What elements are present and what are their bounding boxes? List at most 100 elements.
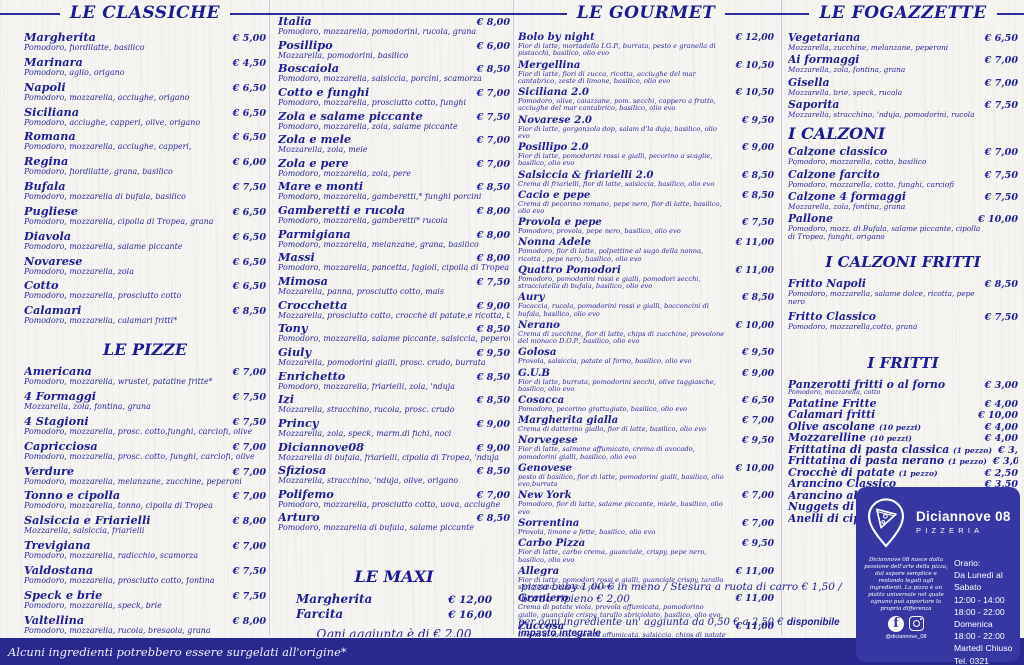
item-name: Diavola <box>24 228 72 243</box>
item-description: Pomodoro, mozzarella, acciughe, capperi, <box>24 143 192 152</box>
item-description: Pomodoro, mozzarella, cotto, basilico <box>788 157 927 167</box>
item-price: € 8,50 <box>232 306 266 318</box>
item-price: € 10,00 <box>977 214 1018 226</box>
item-price: € 8,50 <box>476 182 510 194</box>
item-price: € 7,00 <box>742 518 774 529</box>
menu-item: Fritto Classico € 7,50 Pomodoro, mozzare… <box>788 311 1018 331</box>
item-name: Zola e salame piccante <box>278 108 423 123</box>
item-name: Crocchetta <box>278 297 348 312</box>
item-price: € 4,00 <box>984 421 1018 433</box>
item-description: Fior di latte, mortadella I.G.P., burrat… <box>518 42 716 58</box>
item-quantity: (1 pezzo) <box>898 468 938 478</box>
item-name: Posillipo 2.0 <box>518 141 589 154</box>
menu-item: Panzerotti fritti o al forno € 3,00 Pomo… <box>788 379 1018 396</box>
item-name: Calzone classico <box>788 145 888 159</box>
facebook-icon: f <box>888 615 904 632</box>
item-name: Valtellina <box>24 612 85 627</box>
item-price: € 9,00 <box>742 142 774 154</box>
menu-item: Siciliana 2.0 € 10,50 Pomodoro, olive, c… <box>518 87 774 113</box>
item-name: Cotto <box>24 278 59 293</box>
item-price: € 11,00 <box>735 593 774 605</box>
menu-item: Cacio e pepe € 8,50 Crema di pecorino ro… <box>518 189 774 216</box>
item-description: Fior di latte, salmone affumicato, crema… <box>518 445 695 461</box>
menu-item: Mare e monti € 8,50 Pomodoro, mozzarella… <box>278 181 510 202</box>
item-name: Enrichetto <box>278 368 346 383</box>
item-price: € 6,50 <box>984 33 1018 44</box>
menu-item: Vegetariana € 6,50 Mozzarella, zucchine,… <box>788 32 1018 52</box>
menu-item: Calzone 4 formaggi € 7,50 Mozzarella, zo… <box>788 191 1018 211</box>
menu-item: Izi € 8,50 Mozzarella, stracchino, rucol… <box>278 394 510 415</box>
item-price: € 7,50 <box>476 111 510 123</box>
item-price: € 7,50 <box>232 416 266 428</box>
menu-item: Italia € 8,00 Pomodoro, mozzarella, pomo… <box>278 15 510 37</box>
hours-line: Da Lunedì al Sabato <box>954 570 1003 593</box>
item-name: Speck e brie <box>24 587 103 602</box>
menu-item: Cotto e funghi € 7,00 Pomodoro, mozzarel… <box>278 86 510 108</box>
item-name: Frittatina di pasta nerano (1 pezzo) <box>788 454 987 468</box>
item-description: Pomodoro, mozzarella, salsiccia, porcini… <box>278 75 482 84</box>
menu-item: Pallone € 10,00 Pomodoro, mozz. di Bufal… <box>788 213 1018 240</box>
item-description: Pomodoro, mozzarella, prosc. cotto,fungh… <box>24 427 253 436</box>
menu-item: Gisella € 7,00 Mozzarella, brie, speck, … <box>788 76 1018 97</box>
item-name: Calamari fritti <box>788 408 876 422</box>
menu-item: Cotto € 6,50 Pomodoro, mozzarella, prosc… <box>24 280 266 301</box>
section-title-gourmet: LE GOURMET <box>566 3 726 23</box>
menu-item: Crocchè di patate (1 pezzo) € 2,50 <box>788 467 1018 479</box>
item-name: Tonno e cipolla <box>24 488 121 503</box>
item-price: € 7,00 <box>984 147 1018 159</box>
section-title-fogazzette: LE FOGAZZETTE <box>809 3 997 23</box>
item-name: Izi <box>278 392 294 407</box>
item-name: Mimosa <box>278 274 328 289</box>
item-price: € 7,00 <box>476 158 510 170</box>
item-price: € 7,00 <box>476 87 510 99</box>
item-price: € 6,50 <box>232 82 266 94</box>
item-name: Diciannove08 <box>278 439 365 454</box>
item-name: Gamberetti e rucola <box>278 203 406 218</box>
menu-item: Marinara € 4,50 Pomodoro, aglio, origano <box>24 56 266 78</box>
menu-item: Olive ascolane (10 pezzi) € 4,00 <box>788 421 1018 433</box>
footer-note: Alcuni ingredienti potrebbero essere sur… <box>8 644 347 659</box>
item-name: Regina <box>24 154 69 169</box>
item-name: Vegetariana <box>788 31 861 44</box>
item-name: Calzone 4 formaggi <box>788 189 906 203</box>
item-price: € 9,00 <box>742 367 774 379</box>
item-description: Pomodoro, mozzarella, salame piccante <box>24 242 183 251</box>
item-description: Pomodoro, mozzarella, cipolla di Tropea,… <box>24 217 214 226</box>
menu-item: Zola e pere € 7,00 Pomodoro, mozzarella,… <box>278 157 510 179</box>
item-description: Mozzarella, zola, speck, marm.di fichi, … <box>278 429 452 438</box>
item-price: € 7,00 <box>984 55 1018 67</box>
item-price: € 6,50 <box>232 132 266 144</box>
menu-item: Arturo € 8,50 Pomodoro, mozzarella di bu… <box>278 512 510 533</box>
item-description: Pomodoro, mozzarella, cotto, funghi, car… <box>788 179 955 189</box>
menu-item: Capricciosa € 7,00 Pomodoro, mozzarella,… <box>24 440 266 462</box>
maxi-items: Margherita € 12,00 Farcita € 16,00 <box>278 593 510 621</box>
menu-item: Crocchetta € 9,00 Mozzarella, prosciutto… <box>278 297 510 321</box>
card-blurb: Diciannove 08 nasce dalla passione dell'… <box>864 557 948 612</box>
item-name: Boscaiola <box>278 61 340 76</box>
item-name: Fritto Napoli <box>788 277 867 291</box>
speciali-items: Italia € 8,00 Pomodoro, mozzarella, pomo… <box>278 15 510 533</box>
item-description: Mozzarella, zola, fontina, grana <box>24 402 151 411</box>
item-description: Mozzarella, pomodorini, basilico <box>278 51 409 60</box>
item-price: € 3,00 <box>997 444 1018 456</box>
item-description: Pomodoro, mozzarella, melanzane, zucchin… <box>24 477 242 486</box>
item-price: € 7,50 <box>232 590 266 602</box>
item-description: Pomodoro, aglio, origano <box>24 68 125 77</box>
menu-item: Arancino Classico € 3,50 <box>788 478 1018 490</box>
item-price: € 8,50 <box>742 292 774 304</box>
item-price: € 8,50 <box>742 189 774 201</box>
item-price: € 3,50 <box>984 479 1018 491</box>
column-classiche: LE CLASSICHE Margherita € 5,00 Pomodoro,… <box>24 0 266 637</box>
item-price: € 11,00 <box>735 264 774 276</box>
item-price: € 9,50 <box>742 435 774 447</box>
instagram-handle: @diciannove_08 <box>885 633 927 640</box>
item-name: Margherita <box>296 592 373 607</box>
item-description: Pomodoro, pomodorini rossi e gialli, pom… <box>518 274 701 291</box>
menu-item: Boscaiola € 8,50 Pomodoro, mozzarella, s… <box>278 63 510 84</box>
top-divider-line <box>0 13 1024 15</box>
item-description: Pomodoro, mozzarella, pancetta, fagioli,… <box>278 264 510 273</box>
item-name: Mozzarelline (10 pezzi) <box>788 431 912 445</box>
menu-item: Novarese € 6,50 Pomodoro, mozzarella, zo… <box>24 255 266 277</box>
section-title-calzoni: I CALZONI <box>788 124 886 144</box>
opening-hours: Orario: Da Lunedì al Sabato 12:00 - 14:0… <box>954 555 1014 665</box>
